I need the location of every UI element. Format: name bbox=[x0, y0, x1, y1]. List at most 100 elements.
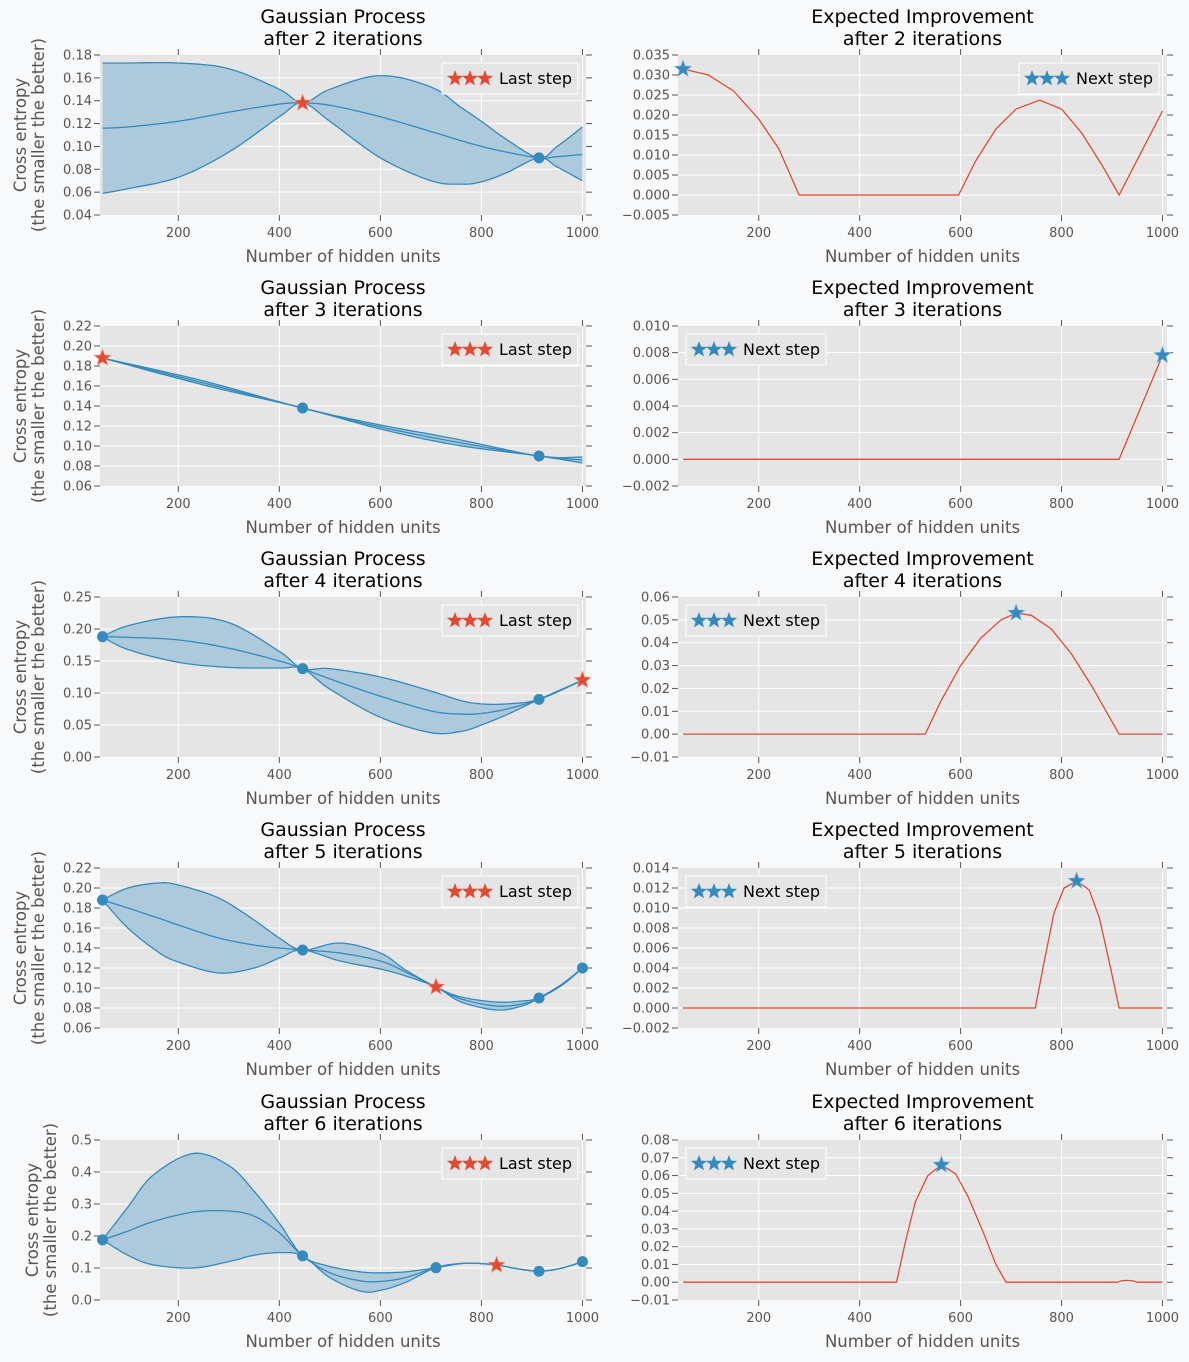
legend-star-icon bbox=[720, 612, 738, 628]
chart-title: Expected Improvement bbox=[811, 1091, 1034, 1113]
observed-point bbox=[576, 962, 588, 974]
ytick-label: 0.5 bbox=[71, 1134, 92, 1149]
legend-star-icon bbox=[705, 341, 723, 357]
legend-star-icon bbox=[446, 1155, 464, 1171]
observed-point bbox=[297, 1250, 309, 1262]
xtick-label: 800 bbox=[1049, 1311, 1074, 1326]
xtick-label: 1000 bbox=[566, 1311, 599, 1326]
legend-star-icon bbox=[690, 612, 708, 628]
ytick-label: 0.01 bbox=[641, 1258, 670, 1273]
xtick-label: 200 bbox=[166, 1039, 191, 1054]
subplot-10: −0.01 0.00 0.01 0.02 0.03 0.04 0.05 0.06 0.07 0.0… bbox=[630, 1091, 1179, 1351]
ytick-label: 0.035 bbox=[633, 49, 670, 64]
observed-point bbox=[533, 450, 545, 462]
ytick-label: 0.20 bbox=[63, 623, 92, 638]
ytick-label: 0.08 bbox=[63, 163, 92, 178]
legend-star-icon bbox=[476, 612, 494, 628]
ytick-label: 0.015 bbox=[633, 129, 670, 144]
xtick-label: 400 bbox=[847, 1039, 872, 1054]
legend-star-icon bbox=[476, 883, 494, 899]
ei-line bbox=[683, 1164, 1163, 1283]
xtick-label: 400 bbox=[847, 497, 872, 512]
ytick-label: 0.10 bbox=[63, 140, 92, 155]
legend-star-icon bbox=[446, 341, 464, 357]
xtick-label: 400 bbox=[267, 768, 292, 783]
legend: Last step bbox=[441, 604, 579, 637]
xtick-label: 200 bbox=[166, 497, 191, 512]
x-axis-label: Number of hidden units bbox=[825, 1332, 1020, 1351]
x-axis-label: Number of hidden units bbox=[245, 518, 440, 537]
chart-title: Gaussian Process bbox=[260, 277, 425, 299]
chart-title: Gaussian Process bbox=[260, 1091, 425, 1113]
observed-point bbox=[576, 1256, 588, 1268]
legend: Last step bbox=[441, 62, 579, 95]
ytick-label: 0.06 bbox=[641, 1169, 670, 1184]
ytick-label: 0.4 bbox=[71, 1166, 92, 1181]
legend-box bbox=[441, 604, 579, 637]
legend-star-icon bbox=[690, 341, 708, 357]
ytick-label: 0.18 bbox=[63, 49, 92, 64]
xtick-label: 400 bbox=[847, 768, 872, 783]
ytick-label: 0.12 bbox=[63, 962, 92, 977]
xtick-label: 200 bbox=[746, 1311, 771, 1326]
ytick-label: 0.008 bbox=[633, 922, 670, 937]
xtick-label: 400 bbox=[847, 226, 872, 241]
ytick-label: 0.15 bbox=[63, 655, 92, 670]
observed-point bbox=[533, 152, 545, 164]
chart-title: Expected Improvement bbox=[811, 548, 1034, 570]
legend: Next step bbox=[685, 604, 827, 637]
subplot-6: −0.01 0.00 0.01 0.02 0.03 0.04 0.05 0.06 200 400 6… bbox=[630, 548, 1179, 808]
ytick-label: 0.004 bbox=[633, 962, 670, 977]
chart-subtitle: after 2 iterations bbox=[843, 28, 1002, 50]
ytick-label: 0.1 bbox=[71, 1262, 92, 1277]
xtick-label: 600 bbox=[948, 497, 973, 512]
plot-content bbox=[683, 355, 1164, 460]
confidence-band bbox=[102, 616, 583, 734]
legend-star-icon bbox=[690, 883, 708, 899]
plot-content bbox=[102, 616, 583, 735]
xtick-label: 1000 bbox=[1146, 497, 1179, 512]
chart-title: Gaussian Process bbox=[260, 819, 425, 841]
y-axis-label: Cross entropy bbox=[11, 891, 30, 1006]
legend: Last step bbox=[441, 1147, 579, 1180]
legend-box bbox=[441, 1147, 579, 1180]
legend-label: Last step bbox=[499, 882, 572, 901]
mean-line bbox=[102, 1209, 583, 1283]
chart-subtitle: after 4 iterations bbox=[263, 570, 422, 592]
ytick-label: 0.05 bbox=[641, 1187, 670, 1202]
xtick-label: 200 bbox=[746, 1039, 771, 1054]
xtick-label: 800 bbox=[469, 497, 494, 512]
observed-point bbox=[97, 631, 109, 643]
legend: Next step bbox=[1018, 62, 1160, 95]
ytick-label: 0.00 bbox=[63, 751, 92, 766]
ytick-label: 0.010 bbox=[633, 902, 670, 917]
ytick-label: 0.000 bbox=[633, 453, 670, 468]
ytick-label: 0.002 bbox=[633, 982, 670, 997]
chart-title: Expected Improvement bbox=[811, 6, 1034, 28]
xtick-label: 200 bbox=[746, 497, 771, 512]
ei-line bbox=[683, 355, 1164, 460]
ytick-label: 0.000 bbox=[633, 1002, 670, 1017]
legend-box bbox=[441, 333, 579, 366]
subplot-5: 0.00 0.05 0.10 0.15 0.20 0.25 200 400 600 800 1000… bbox=[11, 548, 599, 808]
next-step-star bbox=[673, 59, 693, 78]
y-axis-label-sub: (the smaller the better) bbox=[29, 309, 48, 503]
ytick-label: 0.03 bbox=[641, 659, 670, 674]
plot-content bbox=[102, 882, 583, 1011]
legend-star-icon bbox=[476, 341, 494, 357]
observed-point bbox=[533, 693, 545, 705]
legend-star-icon bbox=[446, 612, 464, 628]
observed-point bbox=[297, 944, 309, 956]
legend-box bbox=[685, 333, 827, 366]
ytick-label: 0.00 bbox=[641, 1276, 670, 1291]
ytick-label: 0.14 bbox=[63, 942, 92, 957]
xtick-label: 400 bbox=[847, 1311, 872, 1326]
chart-title: Gaussian Process bbox=[260, 6, 425, 28]
xtick-label: 1000 bbox=[566, 497, 599, 512]
ytick-label: 0.030 bbox=[633, 69, 670, 84]
ytick-label: 0.025 bbox=[633, 89, 670, 104]
ytick-label: −0.002 bbox=[622, 1022, 670, 1037]
confidence-band bbox=[102, 1153, 583, 1293]
ytick-label: 0.014 bbox=[633, 862, 670, 877]
